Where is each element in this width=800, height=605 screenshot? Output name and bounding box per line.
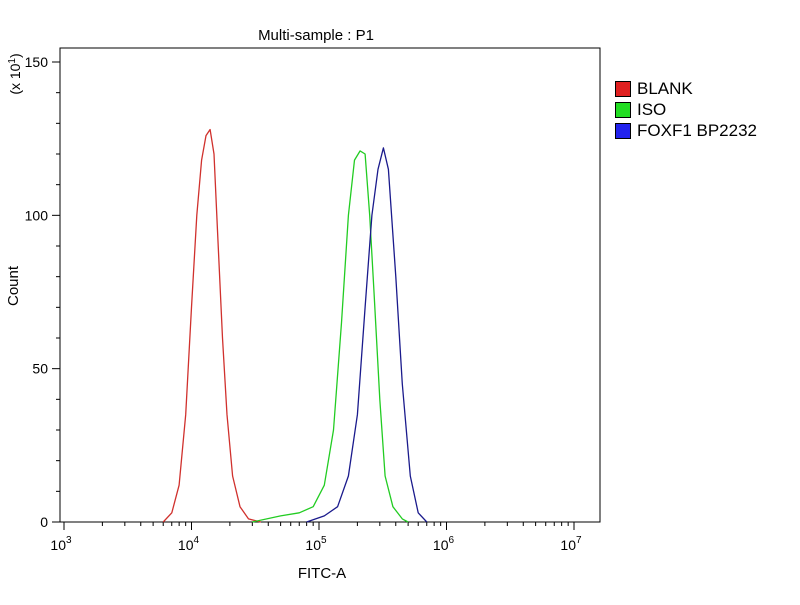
y-axis-label: Count — [5, 265, 22, 306]
legend-label-iso: ISO — [637, 99, 667, 119]
x-axis-label: FITC-A — [298, 565, 346, 582]
legend: BLANK ISO FOXF1 BP2232 — [615, 78, 757, 141]
legend-item-iso: ISO — [615, 99, 757, 120]
y-tick-label: 0 — [40, 514, 48, 530]
x-tick-label: 106 — [433, 535, 455, 553]
legend-swatch-foxf1 — [615, 122, 631, 139]
chart-title: Multi-sample : P1 — [258, 27, 374, 44]
y-tick-label: 100 — [25, 207, 49, 223]
series-line-iso — [252, 150, 409, 523]
y-tick-label: 150 — [25, 54, 49, 70]
x-tick-label: 105 — [305, 535, 327, 553]
series-line-blank — [162, 128, 262, 523]
x-tick-label: 107 — [560, 535, 582, 553]
legend-label-foxf1: FOXF1 BP2232 — [637, 120, 758, 140]
series-line-foxf1-bp2232 — [306, 147, 428, 523]
legend-item-blank: BLANK — [615, 78, 757, 99]
y-tick-label: 50 — [32, 361, 48, 377]
legend-label-blank: BLANK — [637, 78, 693, 98]
legend-item-foxf1: FOXF1 BP2232 — [615, 120, 757, 141]
x-tick-label: 103 — [50, 535, 72, 553]
y-axis-multiplier: (x 101) — [7, 53, 23, 94]
x-tick-label: 104 — [178, 535, 200, 553]
legend-swatch-blank — [615, 80, 631, 97]
plot-frame — [59, 47, 601, 523]
legend-swatch-iso — [615, 101, 631, 118]
